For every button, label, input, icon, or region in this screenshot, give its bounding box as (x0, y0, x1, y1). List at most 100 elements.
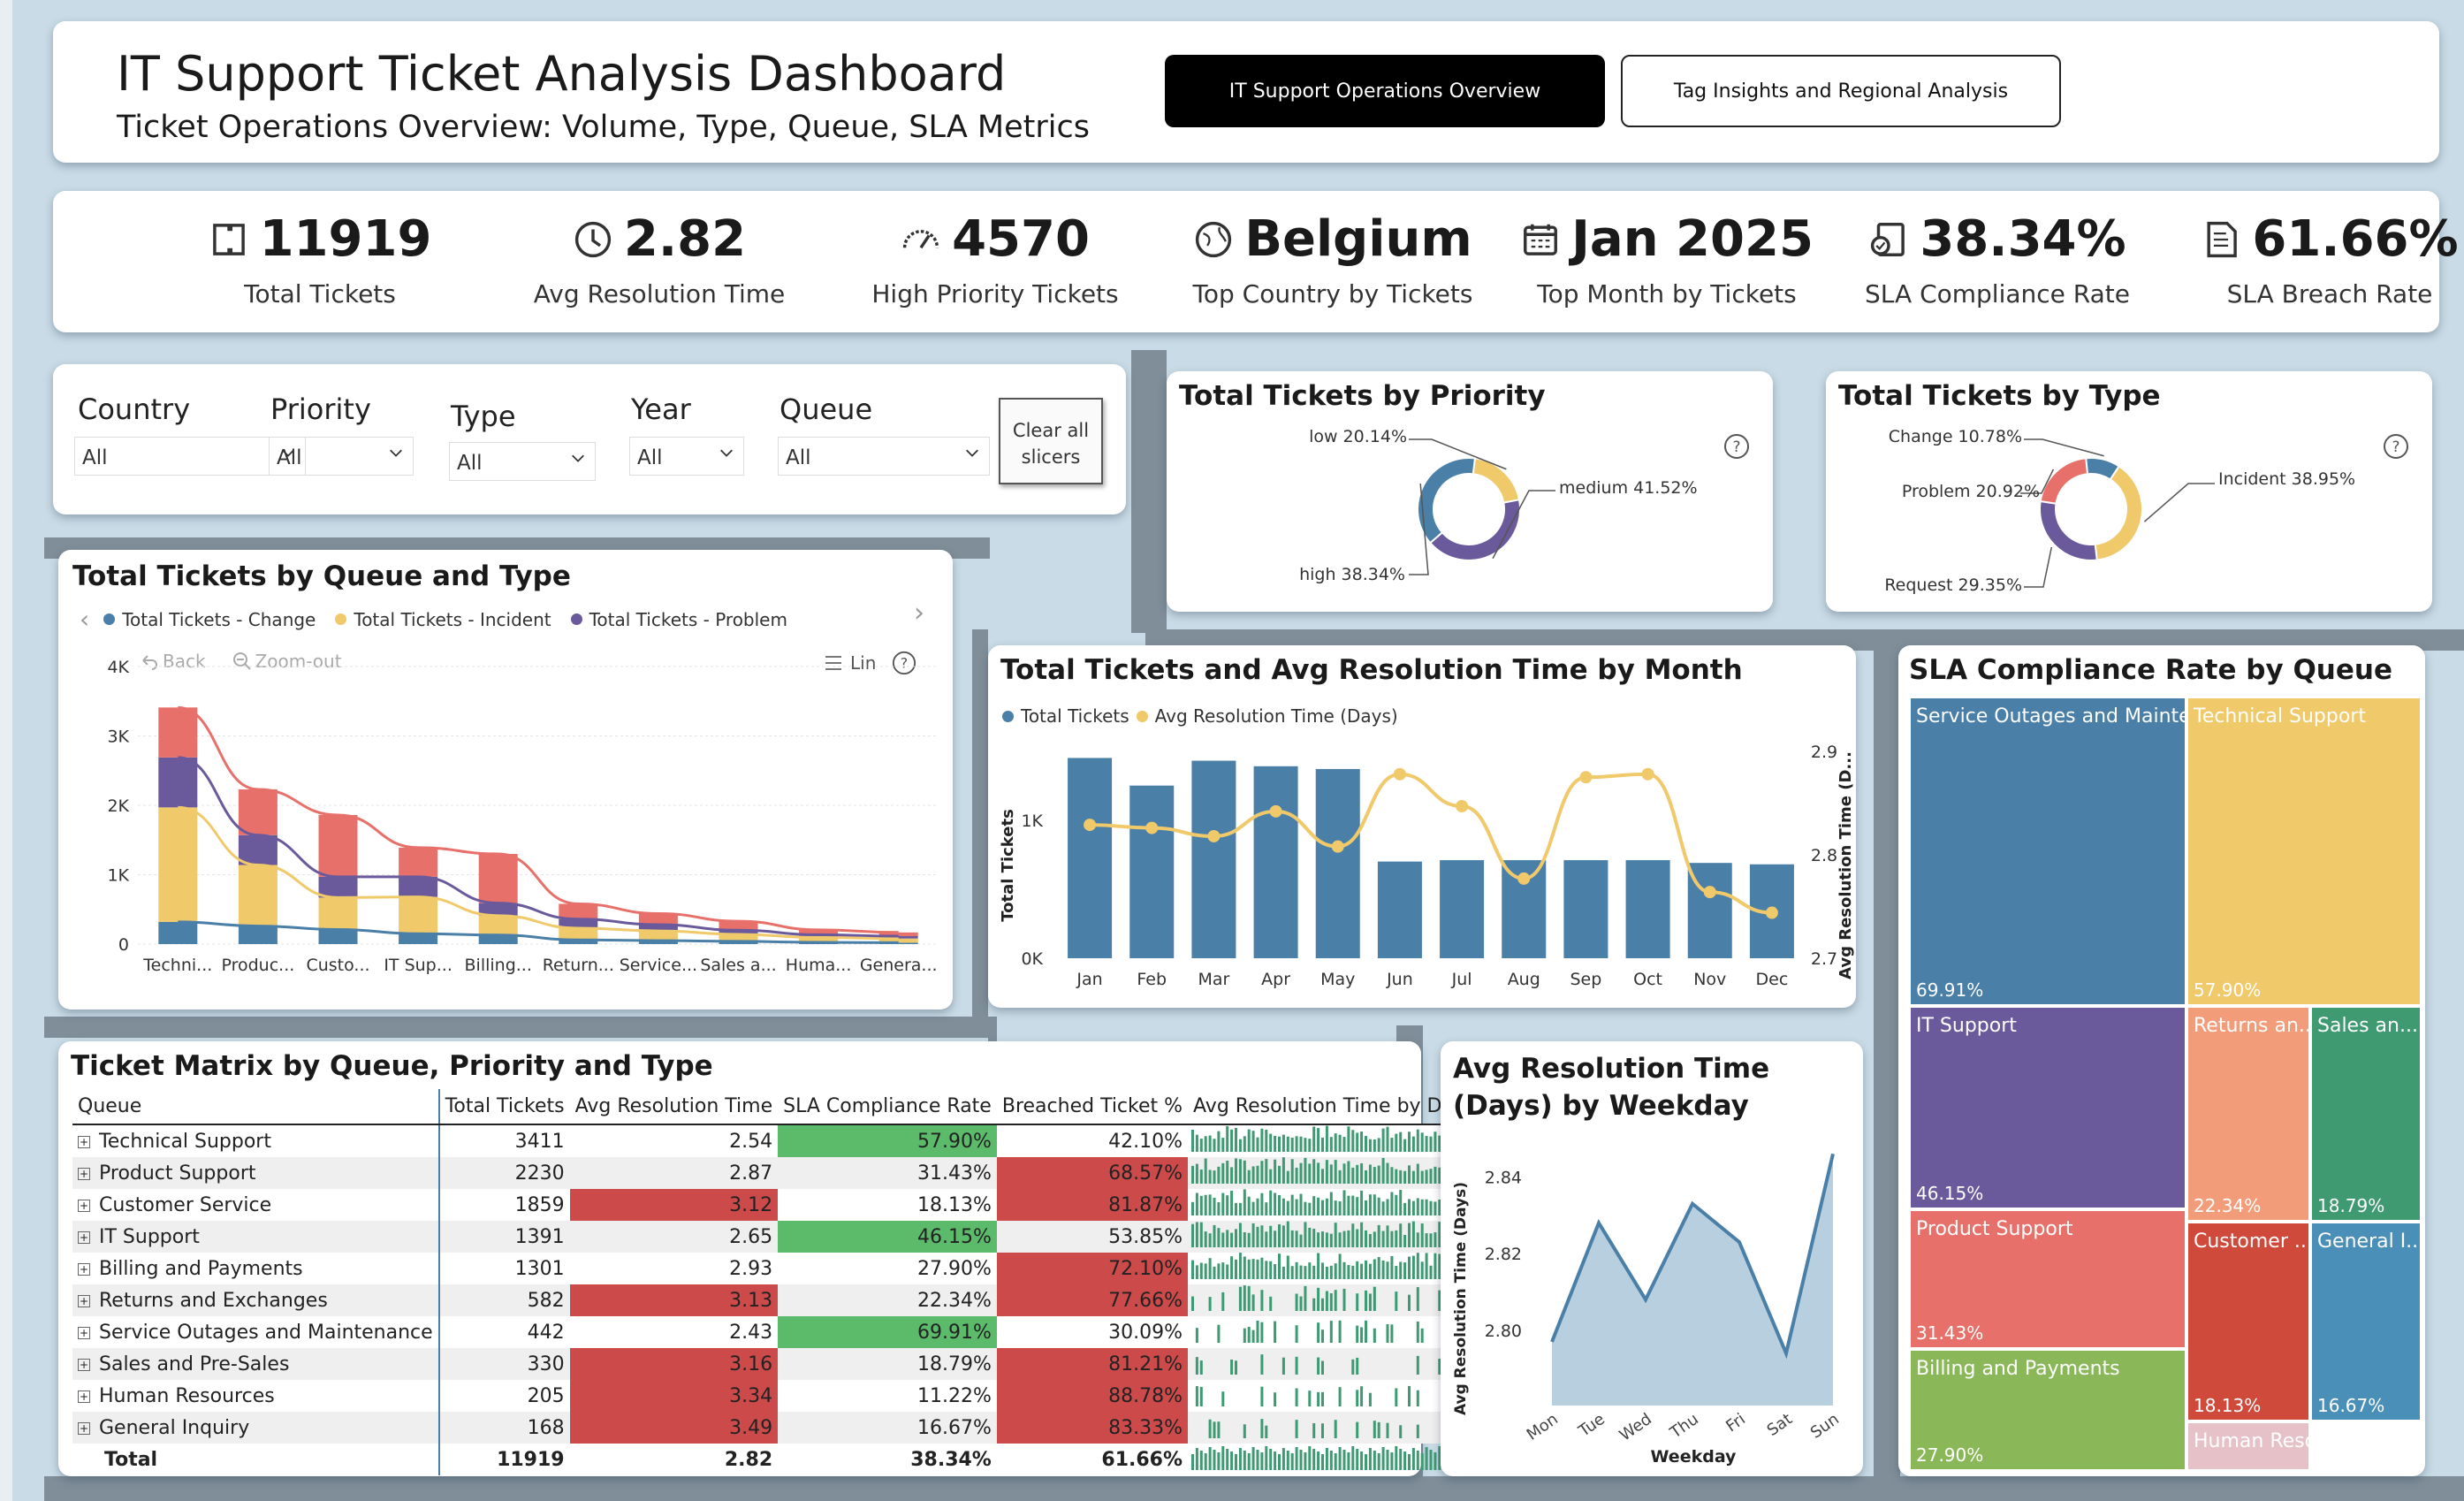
treemap-tile[interactable]: Customer ... 18.13% (2188, 1223, 2308, 1420)
bar-segment (158, 757, 198, 808)
zoom-out-button[interactable]: Zoom-out (232, 651, 342, 672)
expand-icon[interactable]: + (78, 1167, 90, 1180)
treemap-tile[interactable]: Human Resources (2188, 1423, 2308, 1469)
matrix-column-header[interactable]: SLA Compliance Rate (778, 1089, 997, 1125)
matrix-sla-cell: 18.13% (778, 1189, 997, 1221)
sparkline-bar (1269, 1190, 1273, 1215)
sparkline-bar (1260, 1354, 1264, 1375)
expand-icon[interactable]: + (78, 1390, 90, 1403)
checklist-icon (1871, 222, 1905, 256)
table-row[interactable]: + Service Outages and Maintenance 442 2.43 6… (72, 1316, 1479, 1348)
sparkline-bar (1304, 1157, 1307, 1184)
queue-type-chart: 0 1K 2K 3K 4K Techni... Produc... Custo... IT Su… (107, 658, 939, 975)
sparkline-bar (1403, 1234, 1407, 1247)
matrix-total-cell: 3411 (437, 1124, 570, 1157)
sparkline-bar (1377, 1453, 1380, 1470)
slicer-country-dropdown[interactable]: All (74, 437, 306, 476)
x-tick-label: Dec (1756, 970, 1789, 989)
treemap-tile[interactable]: Service Outages and Mainte... 69.91% (1911, 698, 2185, 1004)
table-row[interactable]: + Technical Support 3411 2.54 57.90% 42.10% (72, 1124, 1479, 1157)
sparkline-bar (1312, 1298, 1316, 1311)
table-row[interactable]: + Billing and Payments 1301 2.93 27.90% 72.10… (72, 1253, 1479, 1284)
sparkline-bar (1312, 1228, 1316, 1247)
legend-next-arrow[interactable]: › (914, 598, 924, 629)
help-icon[interactable]: ? (892, 651, 916, 675)
slicer-priority-dropdown[interactable]: All (269, 437, 414, 476)
table-row[interactable]: + IT Support 1391 2.65 46.15% 53.85% (72, 1221, 1479, 1253)
treemap-tile[interactable]: Product Support 31.43% (1911, 1211, 2185, 1347)
expand-icon[interactable]: + (78, 1421, 90, 1435)
kpi-label: Top Month by Tickets (1537, 279, 1797, 309)
matrix-total-cell: 1391 (437, 1221, 570, 1253)
expand-icon[interactable]: + (78, 1358, 90, 1371)
treemap-tile[interactable]: Billing and Payments 27.90% (1911, 1351, 2185, 1469)
sparkline-bar (1399, 1449, 1403, 1470)
lin-toggle[interactable]: Lin ? (824, 651, 916, 675)
sparkline-bar (1208, 1233, 1212, 1247)
matrix-sla-cell: 31.43% (778, 1157, 997, 1189)
sparkline-bar (1260, 1322, 1264, 1343)
legend-prev-arrow[interactable]: ‹ (80, 605, 90, 634)
legend-swatch-problem (570, 613, 582, 625)
sparkline-bar (1299, 1193, 1303, 1215)
slicer-type-value: All (457, 452, 483, 475)
slicer-queue-dropdown[interactable]: All (778, 437, 990, 476)
slicer-type-dropdown[interactable]: All (449, 442, 596, 481)
bar-segment (318, 814, 358, 877)
matrix-breach-cell: 30.09% (996, 1316, 1189, 1348)
treemap-tile[interactable]: Technical Support 57.90% (2188, 698, 2420, 1004)
table-row[interactable]: + General Inquiry 168 3.49 16.67% 83.33% (72, 1412, 1479, 1444)
sparkline-bar (1356, 1293, 1359, 1311)
resolution-point (1703, 886, 1716, 899)
help-icon[interactable]: ? (2383, 433, 2409, 460)
treemap-tile[interactable]: IT Support 46.15% (1911, 1008, 2185, 1208)
help-icon[interactable]: ? (1723, 433, 1750, 460)
sparkline-bar (1299, 1162, 1303, 1184)
nav-operations-overview-button[interactable]: IT Support Operations Overview (1165, 55, 1605, 127)
clear-slicers-button[interactable]: Clear all slicers (999, 398, 1103, 484)
matrix-column-header[interactable]: Avg Resolution Time (569, 1089, 779, 1125)
treemap-tile[interactable]: Returns an... 22.34% (2188, 1008, 2308, 1220)
expand-icon[interactable]: + (78, 1326, 90, 1339)
matrix-column-header[interactable]: Queue (72, 1089, 439, 1125)
expand-icon[interactable]: + (78, 1231, 90, 1244)
y2-tick-label: 2.7 (1811, 949, 1837, 969)
background-band (1149, 350, 1167, 629)
chart-toolbar: Back Zoom-out (140, 651, 342, 672)
table-row[interactable]: + Product Support 2230 2.87 31.43% 68.57% (72, 1157, 1479, 1189)
nav-tag-insights-button[interactable]: Tag Insights and Regional Analysis (1621, 55, 2061, 127)
type-chart-title: Total Tickets by Type (1838, 380, 2161, 412)
sparkline-bar (1295, 1447, 1298, 1470)
table-row[interactable]: + Returns and Exchanges 582 3.13 22.34% 77.66… (72, 1284, 1479, 1316)
matrix-queue-label: Customer Service (99, 1193, 272, 1216)
matrix-column-header[interactable]: Total Tickets (437, 1089, 570, 1125)
sparkline-bar (1260, 1290, 1264, 1311)
treemap-tile[interactable]: Sales an... 18.79% (2312, 1008, 2420, 1220)
back-button[interactable]: Back (140, 651, 206, 672)
matrix-column-header[interactable]: Breached Ticket % (996, 1089, 1189, 1125)
bar-segment (158, 707, 198, 758)
expand-icon[interactable]: + (78, 1135, 90, 1148)
table-row[interactable]: + Sales and Pre-Sales 330 3.16 18.79% 81.21% (72, 1348, 1479, 1380)
x-tick-label: Return... (543, 956, 614, 975)
table-row[interactable]: + Human Resources 205 3.34 11.22% 88.78% (72, 1380, 1479, 1412)
matrix-column-header[interactable]: Avg Resolution Time by Date (1188, 1089, 1479, 1125)
sparkline-bar (1395, 1230, 1398, 1247)
treemap-tile[interactable]: General I... 16.67% (2312, 1223, 2420, 1420)
slicer-year-dropdown[interactable]: All (629, 437, 744, 476)
sparkline-bar (1295, 1136, 1298, 1152)
sparkline-bar (1204, 1136, 1207, 1152)
expand-icon[interactable]: + (78, 1199, 90, 1212)
sparkline-bar (1208, 1447, 1212, 1470)
sparkline-bar (1213, 1450, 1216, 1470)
queue-type-chart-title: Total Tickets by Queue and Type (72, 560, 571, 592)
x-tick-label: Oct (1633, 970, 1662, 989)
table-row[interactable]: + Customer Service 1859 3.12 18.13% 81.87% (72, 1189, 1479, 1221)
bar-segment (878, 932, 918, 936)
sparkline-bar (1403, 1170, 1407, 1184)
sparkline-bar (1365, 1320, 1368, 1343)
sparkline-bar (1368, 1448, 1372, 1470)
expand-icon[interactable]: + (78, 1262, 90, 1276)
sparkline-bar (1243, 1285, 1246, 1311)
expand-icon[interactable]: + (78, 1294, 90, 1307)
